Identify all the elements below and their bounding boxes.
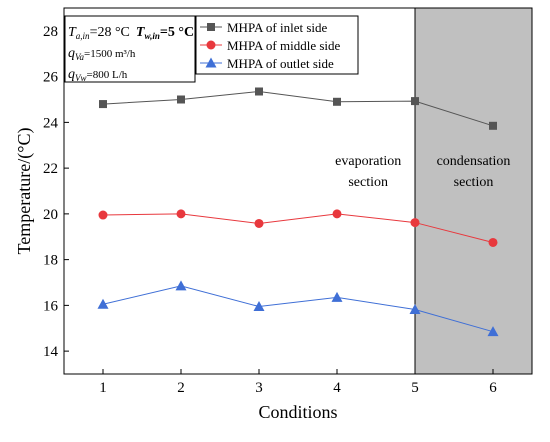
y-tick-label: 14 xyxy=(43,344,59,360)
series-line-0 xyxy=(102,90,494,127)
legend-frame xyxy=(195,15,359,75)
tick-labels: 1 2 3 4 5 6 14 16 18 20 22 24 26 28 xyxy=(43,24,497,396)
x-tick-label: 4 xyxy=(333,380,341,396)
data-point-s1-c5 xyxy=(410,218,420,228)
y-tick-label: 24 xyxy=(43,115,59,131)
plot-frame xyxy=(63,7,533,375)
data-point-s2-c2 xyxy=(175,280,187,291)
data-point-s0-c1 xyxy=(99,100,107,109)
y-tick-label: 16 xyxy=(43,298,59,314)
conditions-box-frame xyxy=(64,15,196,83)
data-point-s1-c6 xyxy=(488,237,498,247)
data-point-s1-c4 xyxy=(332,209,342,219)
condensation-region xyxy=(415,8,532,374)
condensation-label-line1: condensation xyxy=(437,154,511,169)
data-point-s0-c5 xyxy=(411,97,419,106)
x-tick-label: 5 xyxy=(411,380,419,396)
conditions-box: Ta,in=28 °C Tw,in=5 °C qVa=1500 m³/h qVw=… xyxy=(64,15,196,83)
series-layer xyxy=(97,8,499,374)
data-point-s1-c1 xyxy=(98,210,108,220)
condensation-label-line2: section xyxy=(454,175,494,190)
data-point-s0-c2 xyxy=(177,95,185,104)
x-axis-title: Conditions xyxy=(258,402,337,422)
y-tick-label: 18 xyxy=(43,253,58,269)
data-point-s2-c5 xyxy=(409,303,421,314)
legend: MHPA of inlet side MHPA of middle side MHP… xyxy=(195,15,359,75)
data-point-s2-c1 xyxy=(97,298,109,309)
data-point-s2-c6 xyxy=(487,326,499,337)
legend-label-2: MHPA of outlet side xyxy=(227,56,334,71)
series-line-2 xyxy=(102,285,494,333)
y-tick-label: 22 xyxy=(43,161,58,177)
legend-label-1: MHPA of middle side xyxy=(227,38,341,53)
y-axis-title: Temperature/(°C) xyxy=(14,128,35,255)
data-point-s0-c4 xyxy=(333,97,341,106)
evaporation-label-line1: evaporation xyxy=(335,154,401,169)
x-tick-label: 6 xyxy=(489,380,497,396)
legend-label-0: MHPA of inlet side xyxy=(227,20,328,35)
x-tick-label: 1 xyxy=(99,380,107,396)
data-point-s1-c2 xyxy=(176,209,186,219)
data-point-s0-c6 xyxy=(489,121,497,130)
x-tick-label: 3 xyxy=(255,380,263,396)
evaporation-label-line2: section xyxy=(348,175,388,190)
legend-marker-0 xyxy=(207,23,215,31)
legend-marker-1 xyxy=(206,40,216,50)
data-point-s1-c3 xyxy=(254,218,264,228)
data-point-s2-c3 xyxy=(253,301,265,312)
series-line-1 xyxy=(102,213,494,243)
y-tick-label: 20 xyxy=(43,207,58,223)
data-point-s2-c4 xyxy=(331,291,343,302)
condition-line-2: qVa=1500 m³/h xyxy=(68,46,136,62)
y-tick-label: 28 xyxy=(43,24,58,40)
data-point-s0-c3 xyxy=(255,87,263,96)
y-tick-label: 26 xyxy=(43,70,59,86)
legend-marker-2 xyxy=(205,57,217,68)
condition-line-3: qVw=800 L/h xyxy=(68,67,128,83)
condition-line-1: Ta,in=28 °C Tw,in=5 °C xyxy=(68,25,194,41)
x-tick-label: 2 xyxy=(177,380,185,396)
